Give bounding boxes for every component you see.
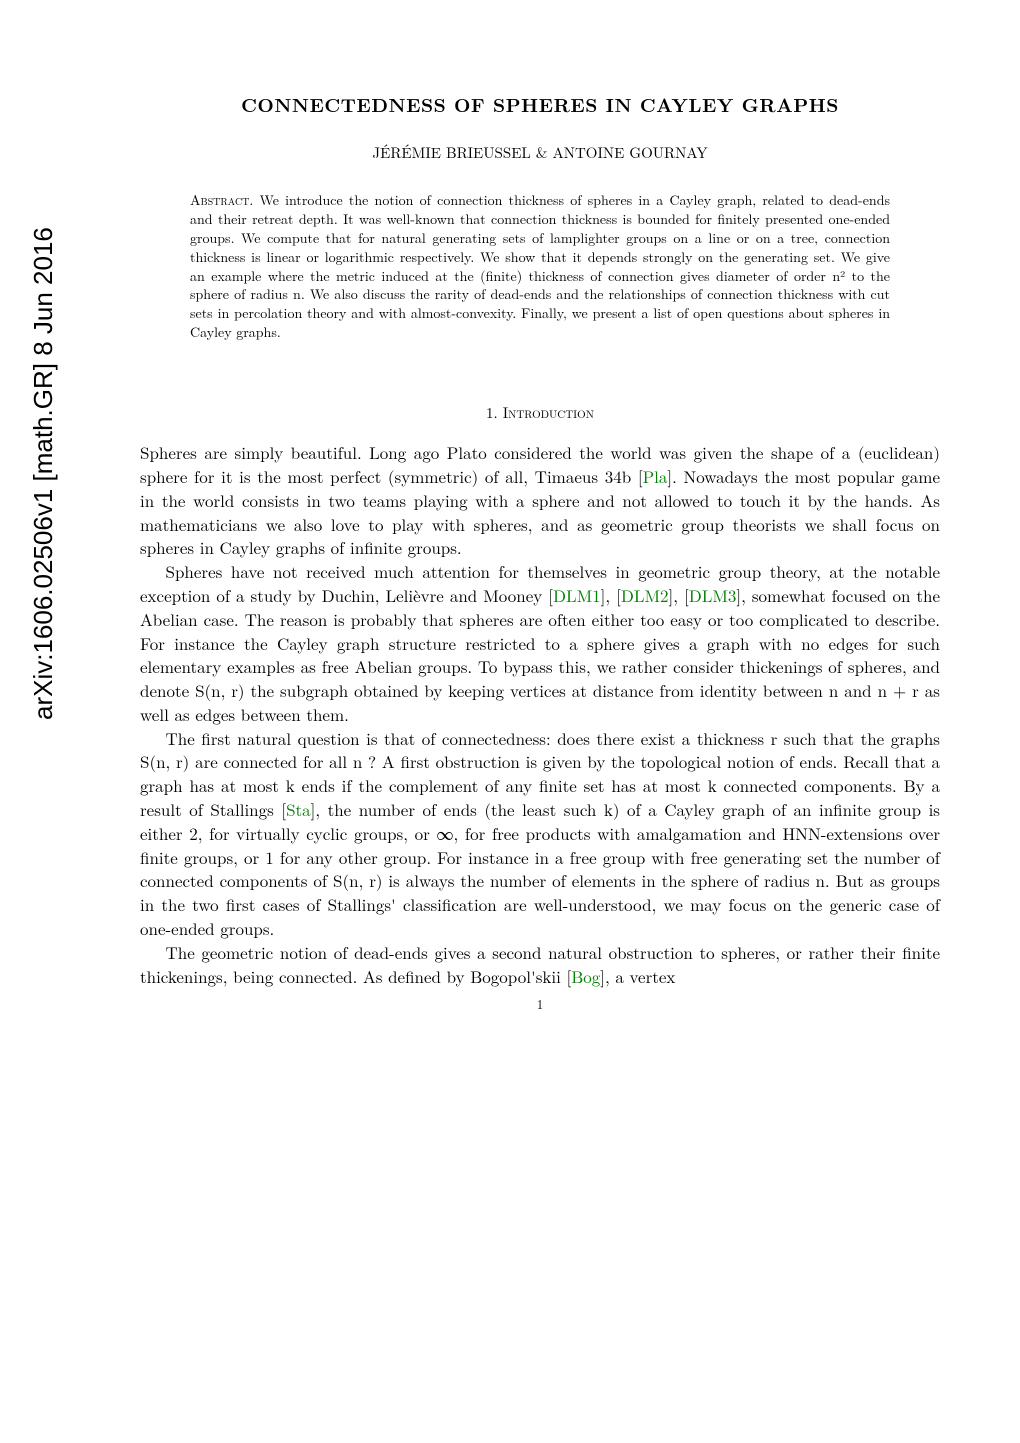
- citation-dlm1: DLM1: [553, 583, 601, 607]
- paper-authors: JÉRÉMIE BRIEUSSEL & ANTOINE GOURNAY: [140, 142, 940, 163]
- section-heading: 1. Introduction: [140, 402, 940, 423]
- paper-title: CONNECTEDNESS OF SPHERES IN CAYLEY GRAPH…: [140, 90, 940, 118]
- abstract-label: Abstract.: [190, 190, 253, 210]
- abstract-text: We introduce the notion of connection th…: [190, 190, 890, 342]
- arxiv-identifier: arXiv:1606.02506v1 [math.GR] 8 Jun 2016: [28, 227, 59, 720]
- citation-dlm2: DLM2: [621, 583, 669, 607]
- page-number: 1: [140, 994, 940, 1013]
- abstract-block: Abstract. We introduce the notion of con…: [190, 191, 890, 342]
- paragraph-2: Spheres have not received much attention…: [140, 560, 940, 727]
- paragraph-1: Spheres are simply beautiful. Long ago P…: [140, 441, 940, 560]
- para2-mid1: ], [: [601, 583, 621, 607]
- paragraph-3: The first natural question is that of co…: [140, 727, 940, 941]
- citation-pla: Pla: [643, 464, 668, 488]
- citation-bog: Bog: [571, 964, 600, 988]
- section-body: Spheres are simply beautiful. Long ago P…: [140, 441, 940, 988]
- para2-mid2: ], [: [669, 583, 689, 607]
- page-content: CONNECTEDNESS OF SPHERES IN CAYLEY GRAPH…: [140, 0, 940, 1013]
- citation-sta: Sta: [286, 797, 311, 821]
- para4-text-b: ], a vertex: [600, 964, 675, 988]
- paragraph-4: The geometric notion of dead-ends gives …: [140, 941, 940, 989]
- para4-text-a: The geometric notion of dead-ends gives …: [140, 940, 940, 988]
- citation-dlm3: DLM3: [689, 583, 737, 607]
